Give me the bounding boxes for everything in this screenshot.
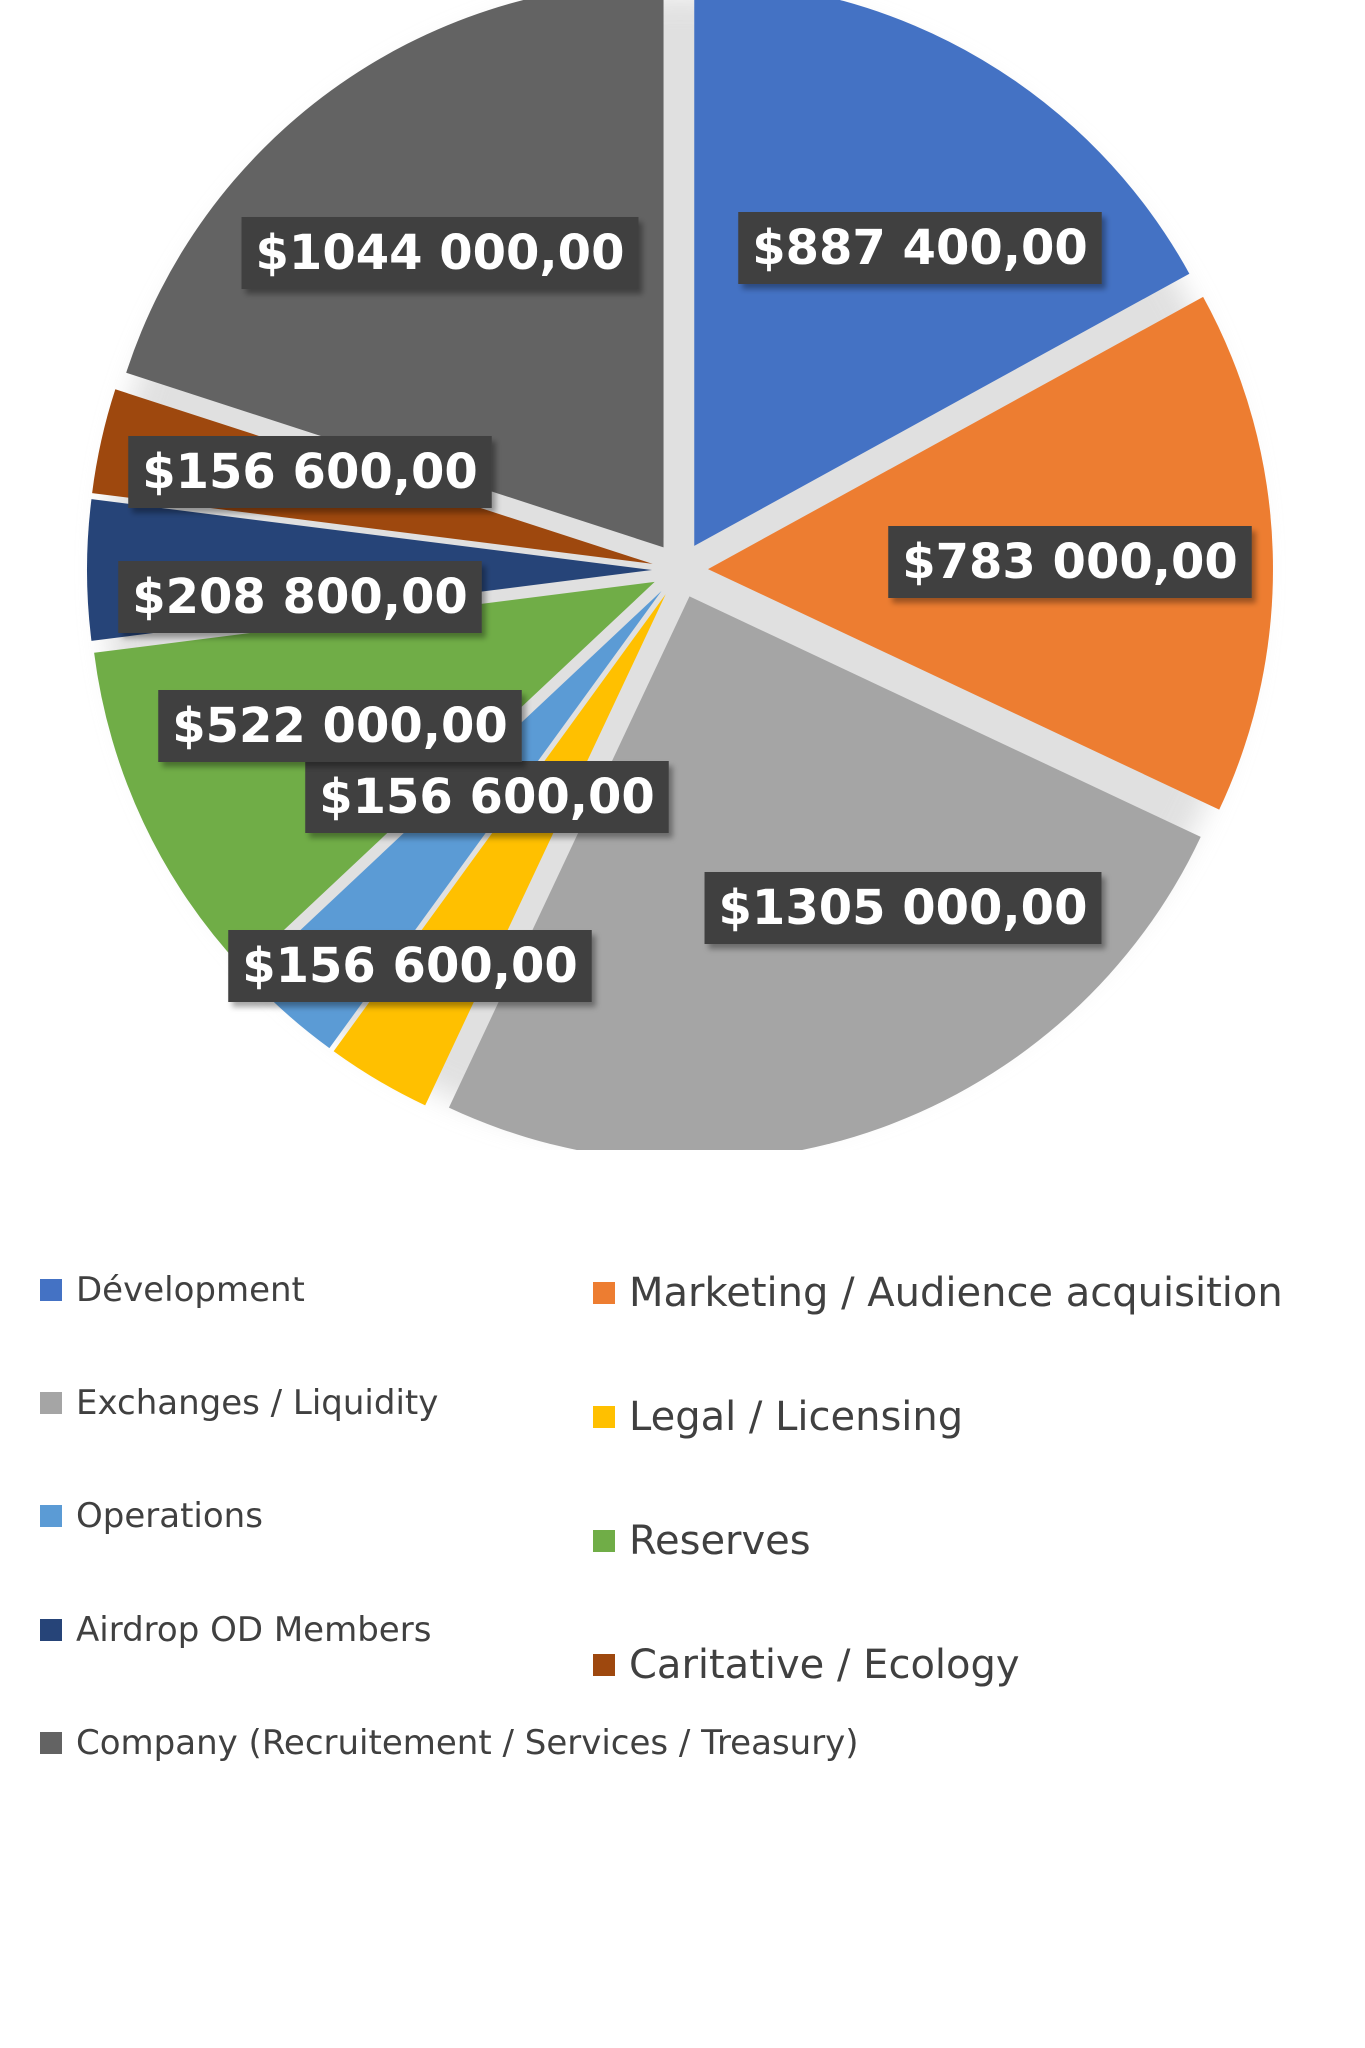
legend-swatch — [593, 1530, 615, 1552]
data-label: $783 000,00 — [888, 526, 1252, 598]
pie-chart: $887 400,00 $783 000,00 $1305 000,00 $156 6… — [87, 0, 1273, 1150]
legend-label: Exchanges / Liquidity — [76, 1383, 439, 1423]
legend-swatch — [40, 1392, 62, 1414]
data-label-box — [704, 872, 1102, 944]
data-label: $156 600,00 — [228, 930, 592, 1002]
data-label: $887 400,00 — [738, 212, 1102, 284]
data-label-text: $783 000,00 — [902, 534, 1238, 590]
legend-swatch — [40, 1732, 62, 1754]
legend-item: Airdrop OD Members — [40, 1610, 431, 1650]
data-label-text: $1044 000,00 — [256, 225, 625, 281]
legend-item: Operations — [40, 1496, 263, 1536]
data-label-box — [888, 526, 1252, 598]
data-label-box — [128, 436, 492, 508]
data-label-box — [118, 561, 482, 633]
legend-item: Dévelopment — [40, 1270, 305, 1310]
legend-item: Exchanges / Liquidity — [40, 1383, 438, 1423]
data-label-text: $156 600,00 — [319, 769, 655, 825]
legend-label: Dévelopment — [76, 1270, 305, 1310]
legend-label: Reserves — [629, 1518, 811, 1564]
data-label-text: $156 600,00 — [142, 444, 478, 500]
data-label-box — [738, 212, 1102, 284]
legend-label: Legal / Licensing — [629, 1394, 964, 1440]
legend-swatch — [40, 1619, 62, 1641]
legend-swatch — [593, 1654, 615, 1676]
data-label-box — [241, 217, 639, 289]
legend-item: Reserves — [593, 1518, 811, 1564]
data-label-box — [228, 930, 592, 1002]
data-label-text: $1305 000,00 — [719, 880, 1088, 936]
data-label-text: $156 600,00 — [242, 938, 578, 994]
legend-item: Legal / Licensing — [593, 1394, 963, 1440]
legend-label: Company (Recruitement / Services / Treas… — [76, 1723, 859, 1763]
legend-label: Operations — [76, 1496, 263, 1536]
legend-label: Marketing / Audience acquisition — [629, 1270, 1283, 1316]
legend-label: Airdrop OD Members — [76, 1610, 432, 1650]
legend-item: Caritative / Ecology — [593, 1642, 1020, 1688]
legend-swatch — [40, 1279, 62, 1301]
legend-label: Caritative / Ecology — [629, 1642, 1020, 1688]
data-label: $156 600,00 — [128, 436, 492, 508]
legend-item: Company (Recruitement / Services / Treas… — [40, 1723, 859, 1763]
legend-swatch — [40, 1505, 62, 1527]
data-label: $1044 000,00 — [241, 217, 639, 289]
data-label-text: $208 800,00 — [132, 569, 468, 625]
data-label: $1305 000,00 — [704, 872, 1102, 944]
data-label-box — [305, 761, 669, 833]
data-label-box — [158, 690, 522, 762]
data-label: $156 600,00 — [305, 761, 669, 833]
data-label-text: $522 000,00 — [172, 698, 508, 754]
legend-swatch — [593, 1282, 615, 1304]
data-label: $522 000,00 — [158, 690, 522, 762]
legend-swatch — [593, 1406, 615, 1428]
data-label: $208 800,00 — [118, 561, 482, 633]
data-label-text: $887 400,00 — [752, 220, 1088, 276]
legend-item: Marketing / Audience acquisition — [593, 1270, 1283, 1316]
